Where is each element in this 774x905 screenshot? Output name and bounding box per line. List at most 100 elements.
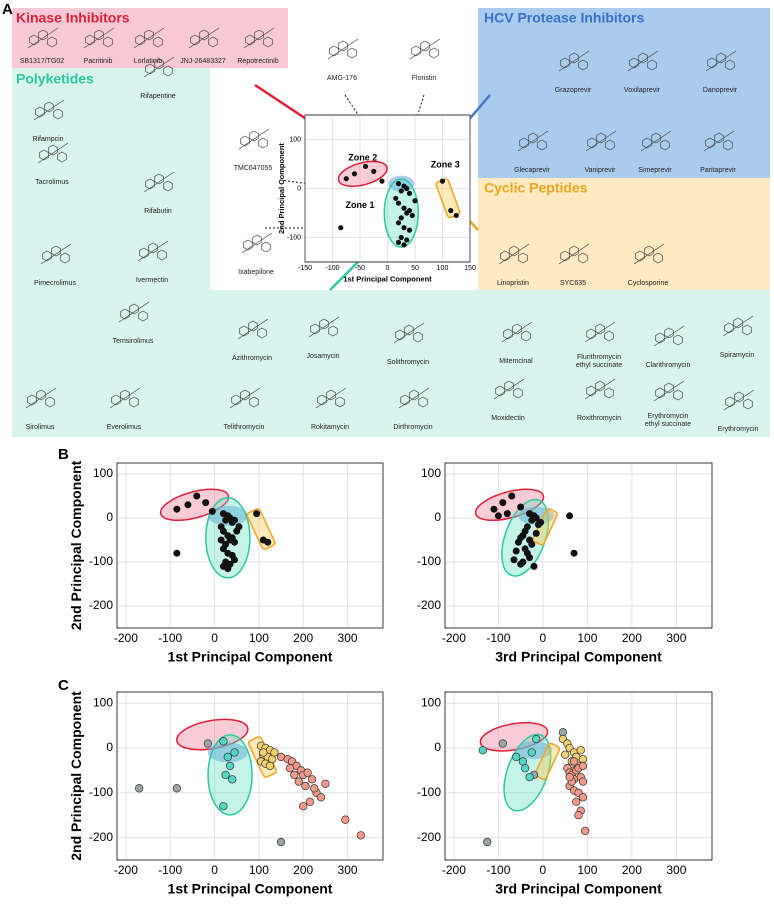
y-tick-label: 100 [421, 466, 441, 480]
point [379, 178, 385, 184]
structure-ring [39, 149, 49, 161]
structure-ring [673, 389, 683, 401]
point [362, 163, 369, 170]
structure-bond [640, 130, 672, 152]
x-tick-label: -100 [158, 863, 182, 877]
x-tick-label: -100 [486, 863, 510, 877]
point [581, 826, 590, 836]
structure-ring [135, 34, 145, 46]
structure-ring [707, 57, 717, 69]
structure-ring [655, 387, 665, 399]
structure-bond [118, 301, 150, 323]
y-tick-label: 0 [434, 740, 441, 754]
structure-bond [37, 142, 69, 164]
y-tick-label: -200 [89, 598, 113, 612]
structure-ring [249, 130, 259, 142]
point [343, 176, 349, 182]
structure-ring [145, 63, 155, 75]
structure-ring [249, 396, 259, 408]
structure-ring [51, 245, 61, 257]
structure-ring [163, 180, 173, 192]
structure-bond [558, 50, 590, 72]
point [526, 554, 534, 562]
point [202, 499, 210, 507]
point [225, 761, 235, 771]
molecule-label: TMC647055 [233, 165, 273, 172]
molecule-label: Glecaprevir [514, 167, 550, 174]
y-tick-label: -100 [417, 785, 441, 799]
structure-ring [404, 324, 414, 336]
point [203, 739, 213, 748]
point [514, 538, 522, 546]
molecule-label: Erythromycin ethyl succinate [644, 413, 692, 428]
panel-label: C [58, 677, 69, 694]
point [341, 815, 350, 824]
point [259, 748, 268, 757]
structure-ring [418, 396, 428, 408]
point [439, 178, 446, 184]
structure-bond [393, 322, 425, 344]
molecule-label: AMG-176 [327, 75, 357, 82]
cyclic-region [478, 178, 770, 290]
point [498, 739, 508, 748]
structure-ring [29, 34, 39, 46]
point [307, 775, 317, 784]
x-tick-label: -50 [355, 265, 365, 272]
structure-ring [512, 323, 522, 335]
point [219, 545, 227, 553]
molecule-label: Voxilaprevir [623, 87, 661, 94]
structure-ring [94, 29, 104, 41]
structure-ring [647, 59, 657, 71]
structure-bond [137, 240, 169, 262]
structure-bond [327, 38, 359, 60]
point [398, 234, 404, 241]
structure-ring [347, 47, 357, 59]
zone-region [207, 742, 248, 763]
structure-ring [395, 329, 405, 341]
structure-ring [329, 45, 339, 57]
structure-ring [42, 250, 52, 262]
x-tick-label: 0 [211, 631, 218, 645]
point [395, 239, 402, 245]
molecule-label: Paritaprevir [700, 167, 736, 174]
structure-ring [103, 36, 113, 48]
group-title: Kinase Inhibitors [16, 10, 130, 26]
molecule-label: Pimecrolimus [33, 280, 77, 287]
structure-ring [743, 398, 753, 410]
plot-frame [444, 462, 713, 629]
point [508, 492, 516, 500]
structure-ring [317, 394, 327, 406]
point [294, 777, 303, 786]
structure-ring [328, 325, 338, 337]
y-tick-label: 0 [106, 510, 113, 524]
structure-ring [723, 139, 733, 151]
structure-ring [644, 245, 654, 257]
y-tick-label: 0 [106, 740, 113, 754]
x-tick-label: 0 [540, 631, 547, 645]
structure-bond [143, 56, 175, 78]
structure-ring [409, 389, 419, 401]
structure-ring [35, 106, 45, 118]
molecule-label: Clarithromycin [645, 362, 691, 369]
structure-ring [163, 65, 173, 77]
x-tick-label: 200 [293, 631, 313, 645]
point [230, 748, 239, 757]
molecule-label: Repotrectinib [237, 58, 279, 65]
molecule-label: Sirolimus [25, 424, 55, 431]
x-tick-label: 100 [577, 863, 597, 877]
structure-bond [584, 321, 616, 343]
zone-label: Zone 2 [348, 152, 377, 162]
structure-bond [501, 321, 533, 343]
point [208, 507, 216, 515]
y-tick-label: 100 [93, 466, 113, 480]
structure-bond [705, 50, 737, 72]
point [518, 757, 528, 766]
point [499, 499, 507, 507]
structure-ring [560, 57, 570, 69]
zone-label: Zone 1 [345, 200, 374, 210]
structures [25, 27, 755, 411]
structure-ring [518, 252, 528, 264]
structure-ring [38, 29, 48, 41]
structure-ring [500, 250, 510, 262]
structure-ring [239, 325, 249, 337]
